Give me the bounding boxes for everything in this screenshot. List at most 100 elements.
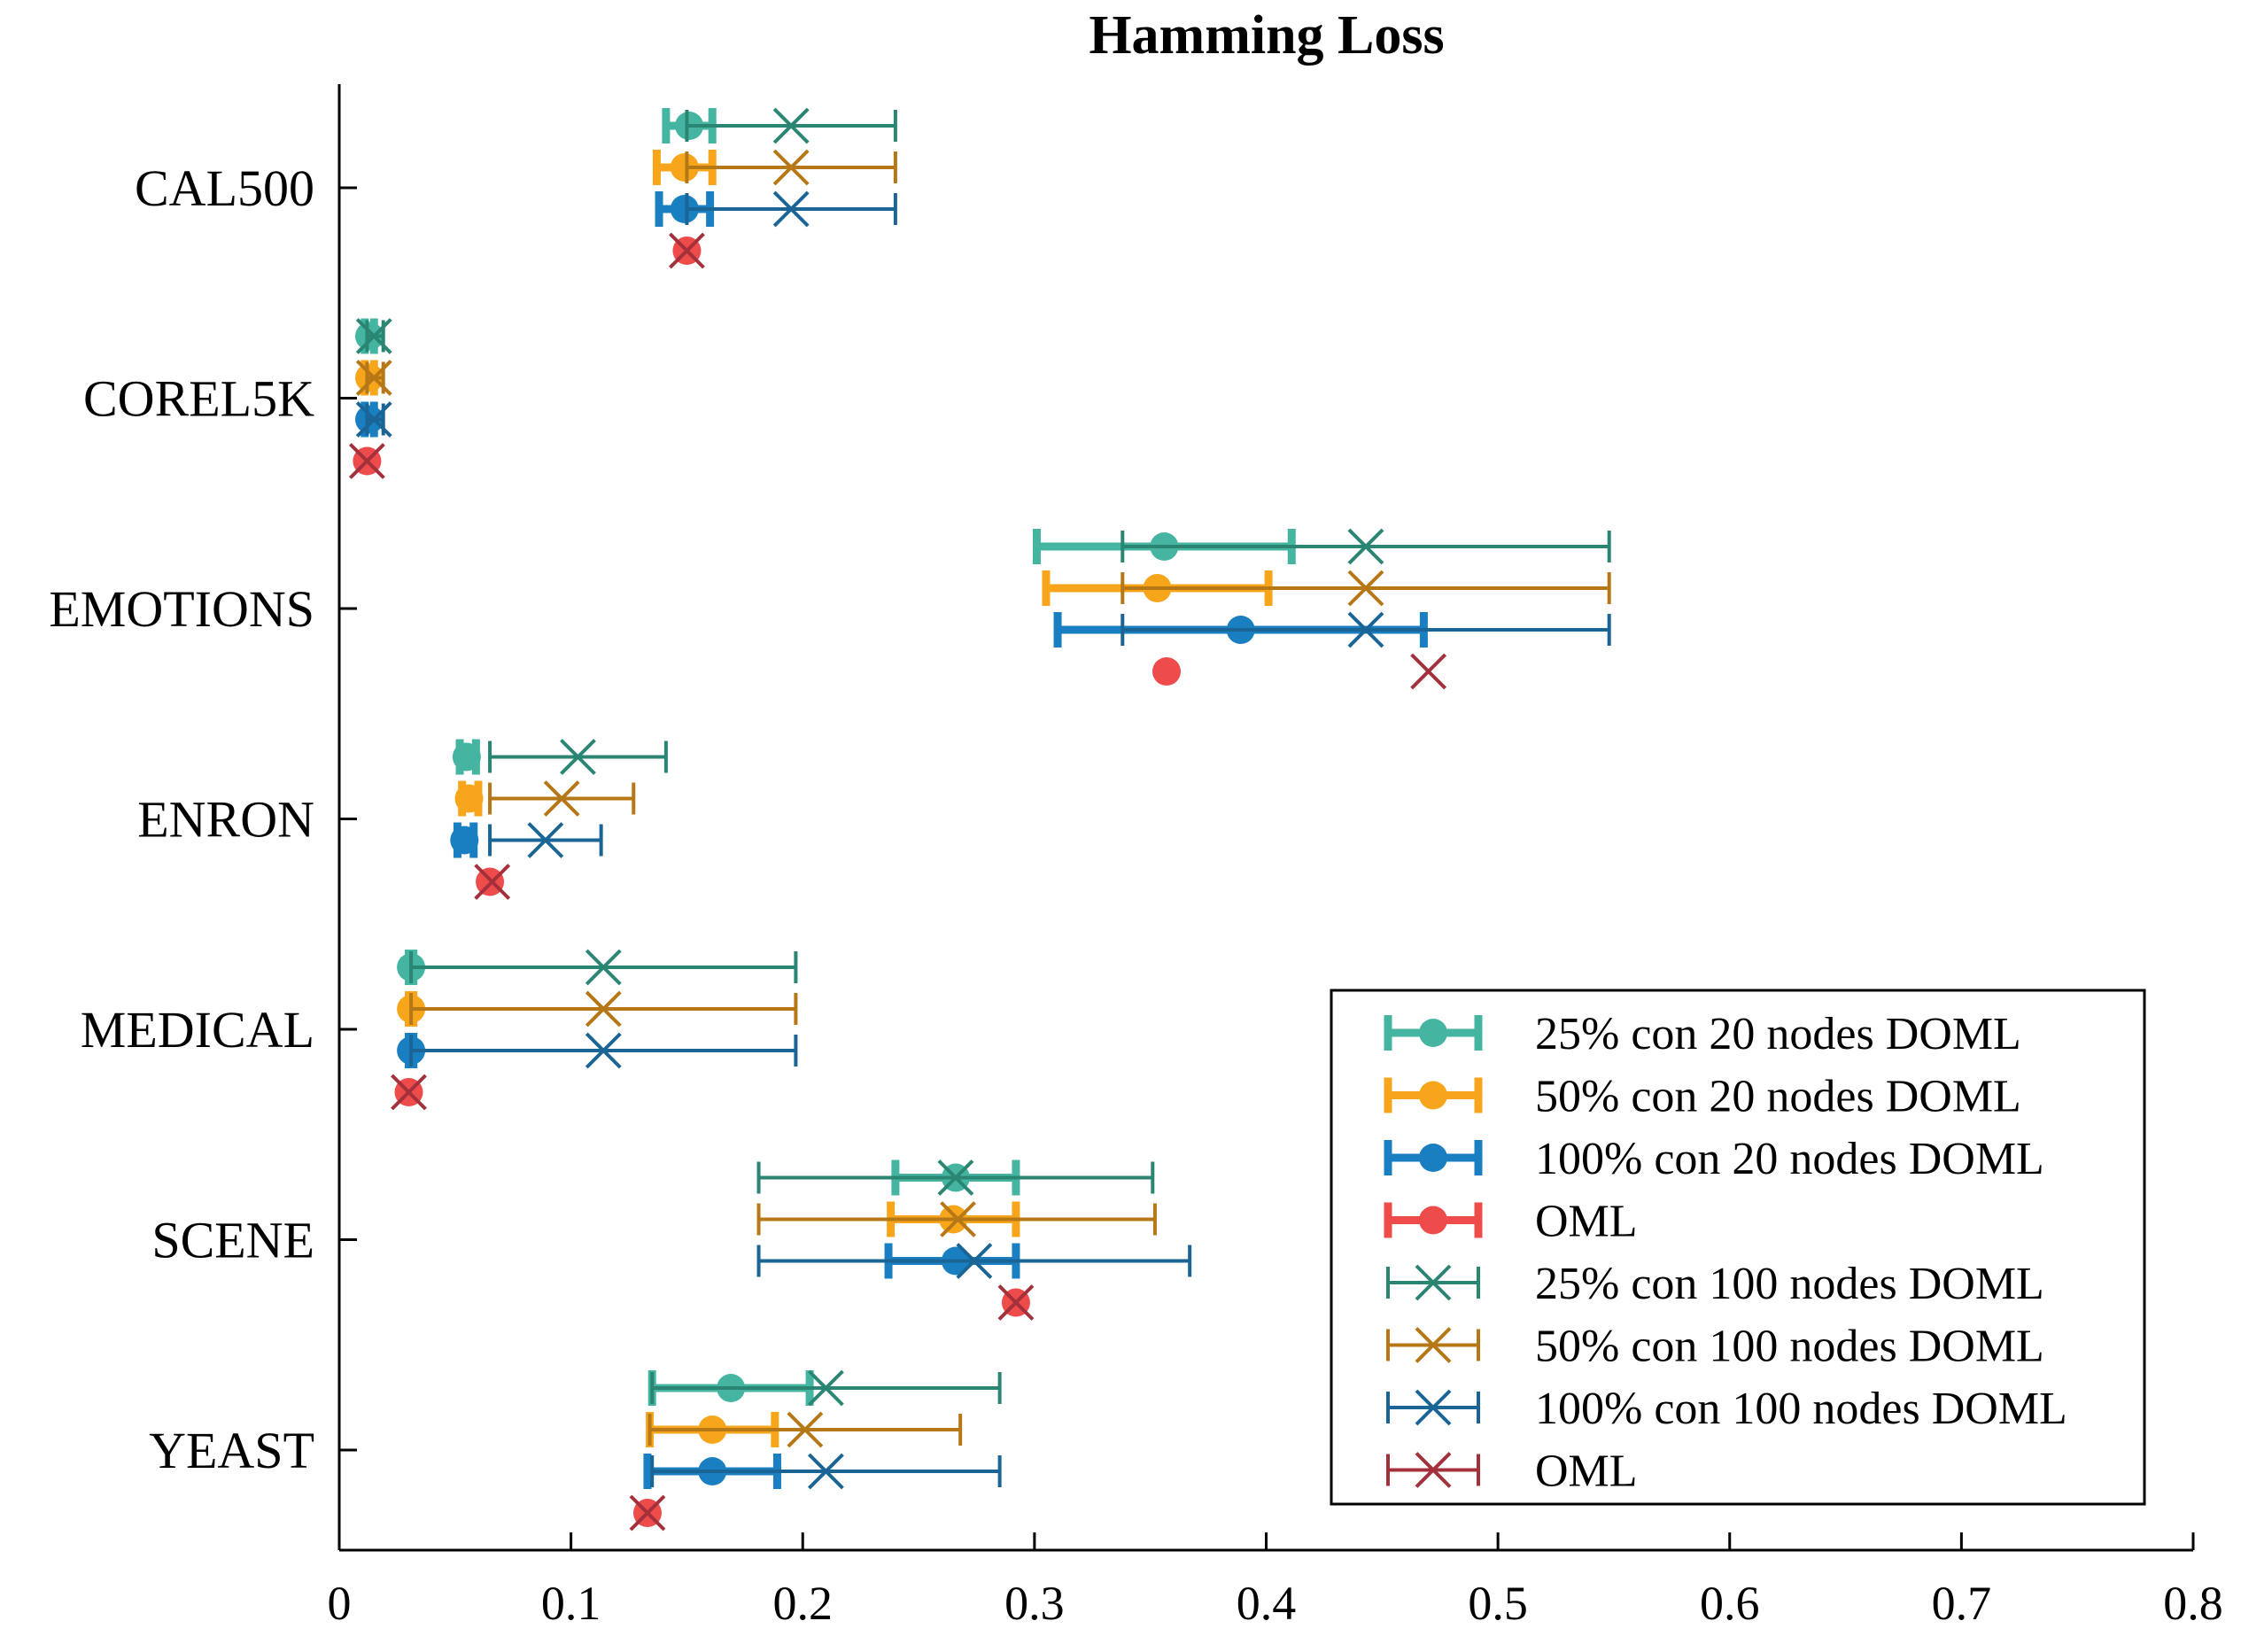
legend-entry: 25% con 20 nodes DOML	[1384, 1009, 2021, 1059]
cross-point-s5-c2-marker-stroke-b	[1347, 570, 1384, 607]
cross-point-s7-c3-marker	[474, 864, 511, 900]
cross-point-s6-c2-marker	[1347, 611, 1384, 648]
cross-point-s6-c0-marker-stroke-b	[772, 190, 810, 228]
circle-point-s1-c0-marker	[670, 153, 699, 182]
cross-point-s4-c4-marker	[585, 949, 622, 986]
cross-point-s4-c0-marker-stroke-b	[772, 107, 810, 144]
legend-marker-5-stroke-b	[1415, 1327, 1452, 1363]
cross-point-s4-c1-marker	[355, 318, 392, 354]
legend-marker-7	[1415, 1452, 1452, 1488]
legend-label: 50% con 100 nodes DOML	[1535, 1322, 2044, 1372]
legend-marker-0	[1419, 1019, 1447, 1047]
cross-point-s6-c3-marker-stroke-b	[527, 822, 564, 858]
y-tick-label: SCENE	[151, 1212, 314, 1269]
cross-point-s4-c4-marker-stroke-b	[585, 949, 622, 986]
circle-point-s1-c3-marker	[454, 784, 484, 813]
cross-point-s6-c6-marker-stroke-b	[807, 1453, 844, 1490]
cross-point-s6-c1-marker	[355, 401, 392, 438]
y-tick-label: COREL5K	[83, 370, 314, 428]
legend-entry: 50% con 20 nodes DOML	[1384, 1072, 2021, 1122]
cross-point-s7-c1-marker-stroke-b	[348, 443, 385, 479]
cross-point-s5-c6-marker	[787, 1411, 824, 1448]
cross-point-s4-c6-marker-stroke-b	[807, 1369, 844, 1407]
y-tick-label: CAL500	[135, 159, 314, 217]
cross-point-s4-c5-marker	[937, 1160, 974, 1196]
cross-point-s6-c1-marker-stroke-b	[355, 401, 392, 438]
legend-marker-4-stroke-b	[1415, 1264, 1452, 1301]
cross-point-s5-c5-marker	[940, 1201, 976, 1237]
legend-marker-1	[1419, 1081, 1447, 1110]
cross-point-s6-c4-marker-stroke-b	[585, 1032, 622, 1069]
legend-label: 100% con 100 nodes DOML	[1535, 1384, 2067, 1434]
legend-marker-4	[1415, 1264, 1452, 1301]
cross-point-s7-c4-marker-stroke-b	[391, 1074, 427, 1111]
legend-entry: OML	[1384, 1197, 1638, 1247]
legend-entry: 100% con 100 nodes DOML	[1386, 1384, 2067, 1434]
cross-point-s4-c5-marker-stroke-b	[937, 1160, 974, 1196]
x-tick-label: 0.2	[773, 1577, 834, 1630]
series-6	[355, 190, 1611, 1490]
plot-area	[348, 107, 1611, 1532]
legend-marker-3	[1419, 1206, 1447, 1235]
cross-point-s7-c5-marker	[997, 1284, 1035, 1321]
legend-entry: 50% con 100 nodes DOML	[1386, 1322, 2044, 1372]
cross-point-s5-c0-marker	[772, 149, 810, 186]
cross-point-s6-c6-marker	[807, 1453, 844, 1490]
cross-point-s5-c4-marker	[585, 990, 622, 1028]
cross-point-s7-c3-marker-stroke-b	[474, 864, 511, 900]
circle-point-s2-c0-marker	[670, 195, 699, 223]
chart-title: Hamming Loss	[1089, 5, 1444, 66]
axes: 0 0.1 0.2 0.3 0.4 0.5 0.6 0.7 0.8 CAL500 COREL5K EM…	[49, 84, 2223, 1630]
cross-point-s4-c0-marker	[772, 107, 810, 144]
circle-point-s2-c3-marker	[450, 826, 479, 855]
legend-entry: OML	[1386, 1446, 1638, 1497]
x-tick-label: 0.7	[1932, 1577, 1992, 1630]
series-7	[348, 232, 1447, 1532]
legend-marker-6-stroke-b	[1415, 1389, 1452, 1426]
cross-point-s5-c1-marker-stroke-b	[355, 360, 392, 396]
x-tick-label: 0.8	[2163, 1577, 2223, 1630]
circle-point-s0-c3-marker	[452, 742, 481, 772]
cross-point-s4-c6-marker	[807, 1369, 844, 1407]
y-tick-label: YEAST	[149, 1422, 314, 1479]
cross-point-s5-c2-marker	[1347, 570, 1384, 607]
cross-point-s7-c6-marker-stroke-b	[629, 1494, 666, 1532]
cross-point-s5-c1-marker	[355, 360, 392, 396]
cross-point-s5-c3-marker	[543, 780, 580, 817]
cross-point-s4-c1-marker-stroke-b	[355, 318, 392, 354]
cross-point-s5-c5-marker-stroke-b	[940, 1201, 976, 1237]
cross-point-s6-c2-marker-stroke-b	[1347, 611, 1384, 648]
cross-point-s5-c3-marker-stroke-b	[543, 780, 580, 817]
cross-point-s7-c5-marker-stroke-b	[997, 1284, 1035, 1321]
cross-point-s6-c5-marker	[956, 1243, 993, 1279]
cross-point-s6-c4-marker	[585, 1032, 622, 1069]
legend-label: 25% con 20 nodes DOML	[1535, 1009, 2021, 1059]
cross-point-s4-c3-marker-stroke-b	[560, 739, 596, 775]
legend: 25% con 20 nodes DOML 50% con 20 nodes DO…	[1330, 989, 2146, 1506]
x-tick-label: 0.1	[541, 1577, 601, 1630]
legend-box	[1330, 989, 2146, 1506]
legend-label: OML	[1535, 1446, 1638, 1497]
series-5	[355, 149, 1611, 1448]
x-tick-label: 0.5	[1468, 1577, 1528, 1630]
cross-point-s7-c1-marker	[348, 443, 385, 479]
cross-point-s5-c6-marker-stroke-b	[787, 1411, 824, 1448]
series-4	[355, 107, 1611, 1407]
cross-point-s6-c5-marker-stroke-b	[956, 1243, 993, 1279]
cross-point-s5-c0-marker-stroke-b	[772, 149, 810, 186]
legend-label: OML	[1535, 1197, 1638, 1247]
x-tick-label: 0	[328, 1577, 352, 1630]
x-tick-label: 0.4	[1237, 1577, 1297, 1630]
cross-point-s7-c6-marker	[629, 1494, 666, 1532]
cross-point-s4-c3-marker	[560, 739, 596, 775]
x-tick-label: 0.6	[1700, 1577, 1760, 1630]
legend-label: 25% con 100 nodes DOML	[1535, 1259, 2044, 1309]
y-tick-label: ENRON	[137, 791, 314, 849]
cross-point-s5-c4-marker-stroke-b	[585, 990, 622, 1028]
cross-point-s7-c2-marker	[1410, 653, 1447, 690]
x-tick-label: 0.3	[1004, 1577, 1065, 1630]
cross-point-s4-c2-marker	[1347, 528, 1384, 565]
legend-entry: 100% con 20 nodes DOML	[1384, 1134, 2044, 1184]
legend-label: 50% con 20 nodes DOML	[1535, 1072, 2021, 1122]
